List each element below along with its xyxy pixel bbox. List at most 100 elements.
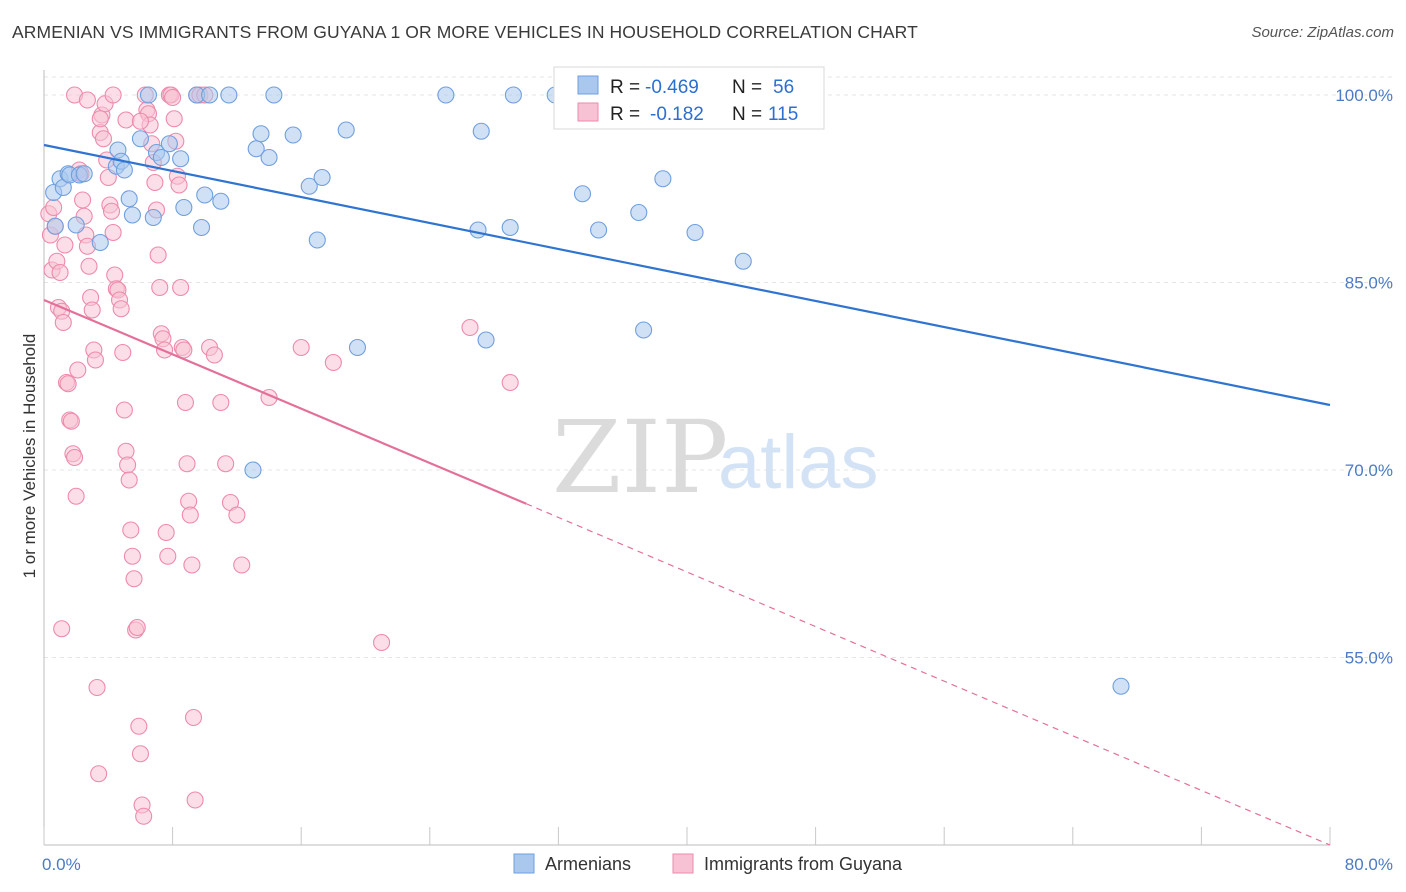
guyana-point-12 bbox=[59, 375, 77, 393]
guyana-point-86 bbox=[178, 455, 196, 473]
stats-r-value-blue: -0.469 bbox=[645, 77, 699, 98]
armenians-point-36 bbox=[300, 177, 318, 195]
guyana-point-47 bbox=[115, 401, 133, 419]
series-guyana-points bbox=[40, 86, 519, 825]
guyana-point-104 bbox=[324, 353, 342, 372]
guyana-point-50 bbox=[120, 471, 138, 489]
armenians-point-44 bbox=[477, 331, 495, 349]
armenians-point-27 bbox=[201, 86, 219, 104]
stats-r-value-pink: -0.182 bbox=[650, 104, 704, 125]
guyana-point-14 bbox=[62, 412, 80, 430]
guyana-point-9 bbox=[54, 313, 72, 332]
y-axis-tick-labels: 55.0% 70.0% 85.0% 100.0% bbox=[1335, 86, 1393, 668]
armenians-point-42 bbox=[469, 221, 487, 239]
guyana-point-106 bbox=[461, 318, 479, 337]
guyana-point-45 bbox=[112, 300, 130, 318]
guyana-point-89 bbox=[183, 556, 201, 574]
armenians-point-53 bbox=[686, 223, 704, 242]
armenians-point-25 bbox=[192, 218, 211, 237]
armenians-point-8 bbox=[75, 165, 93, 183]
guyana-point-77 bbox=[164, 88, 182, 107]
armenians-point-14 bbox=[120, 190, 138, 208]
armenians-point-50 bbox=[630, 203, 648, 222]
guyana-point-81 bbox=[170, 176, 188, 194]
guyana-point-46 bbox=[114, 343, 132, 362]
guyana-point-51 bbox=[122, 521, 140, 539]
guyana-point-69 bbox=[151, 278, 169, 297]
guyana-point-111 bbox=[104, 86, 122, 104]
guyana-point-29 bbox=[86, 351, 104, 369]
guyana-point-56 bbox=[130, 717, 148, 735]
armenians-point-37 bbox=[308, 231, 326, 249]
x-tick-label-max: 80.0% bbox=[1345, 855, 1393, 874]
armenians-point-43 bbox=[472, 122, 490, 140]
guyana-point-55 bbox=[128, 618, 146, 637]
guyana-point-57 bbox=[131, 745, 149, 763]
guyana-point-40 bbox=[104, 223, 122, 242]
trend-line-armenians bbox=[43, 143, 1331, 407]
guyana-point-39 bbox=[102, 202, 121, 220]
armenians-point-35 bbox=[284, 126, 302, 144]
guyana-point-53 bbox=[125, 570, 143, 588]
guyana-point-112 bbox=[117, 111, 135, 129]
guyana-point-49 bbox=[119, 456, 137, 474]
armenians-point-51 bbox=[635, 321, 653, 339]
guyana-point-110 bbox=[91, 110, 109, 128]
guyana-point-101 bbox=[233, 556, 251, 574]
guyana-point-103 bbox=[292, 338, 310, 357]
x-axis-ticks bbox=[43, 827, 1331, 845]
guyana-point-10 bbox=[56, 236, 74, 254]
guyana-point-97 bbox=[212, 393, 230, 412]
watermark-atlas: atlas bbox=[718, 420, 879, 505]
guyana-point-25 bbox=[80, 257, 98, 275]
guyana-point-73 bbox=[157, 523, 175, 542]
armenians-point-30 bbox=[244, 461, 262, 479]
armenians-point-18 bbox=[144, 208, 162, 227]
chart-title: ARMENIAN VS IMMIGRANTS FROM GUYANA 1 OR … bbox=[12, 22, 918, 42]
guyana-point-98 bbox=[217, 455, 235, 473]
guyana-point-59 bbox=[135, 807, 153, 825]
stats-n-value-pink: 115 bbox=[768, 104, 798, 125]
stats-n-value-blue: 56 bbox=[773, 77, 794, 98]
armenians-point-15 bbox=[123, 206, 141, 224]
armenians-point-33 bbox=[260, 148, 278, 167]
legend-swatch-armenians bbox=[513, 853, 535, 874]
guyana-point-3 bbox=[45, 198, 63, 217]
armenians-point-46 bbox=[504, 86, 522, 104]
armenians-point-22 bbox=[172, 150, 190, 168]
armenians-point-55 bbox=[1112, 677, 1130, 695]
stats-legend-box bbox=[553, 66, 825, 130]
stats-r-label-blue: R = bbox=[610, 77, 640, 98]
guyana-point-113 bbox=[131, 112, 149, 130]
guyana-point-34 bbox=[94, 130, 113, 148]
armenians-point-21 bbox=[160, 135, 178, 153]
armenians-point-16 bbox=[131, 130, 149, 148]
guyana-point-66 bbox=[146, 173, 164, 192]
y-tick-label-2: 85.0% bbox=[1345, 274, 1393, 293]
guyana-point-96 bbox=[205, 346, 223, 364]
stats-legend: R = -0.469 N = 56 R = -0.182 N = 115 bbox=[553, 66, 825, 130]
stats-n-label-blue: N = bbox=[732, 77, 762, 98]
watermark: ZIP atlas bbox=[552, 399, 879, 516]
stats-r-label-pink: R = bbox=[610, 104, 640, 125]
armenians-point-40 bbox=[348, 338, 367, 357]
series-legend: Armenians Immigrants from Guyana bbox=[513, 853, 903, 874]
guyana-point-16 bbox=[65, 448, 84, 467]
y-tick-label-3: 100.0% bbox=[1335, 86, 1393, 105]
armenians-point-54 bbox=[734, 252, 752, 270]
guyana-point-90 bbox=[184, 708, 203, 727]
armenians-point-17 bbox=[139, 86, 158, 104]
guyana-point-18 bbox=[69, 361, 87, 379]
stats-legend-swatch-blue bbox=[577, 75, 599, 95]
guyana-point-27 bbox=[83, 301, 101, 319]
armenians-point-20 bbox=[152, 148, 170, 167]
guyana-point-85 bbox=[176, 393, 195, 412]
guyana-point-30 bbox=[88, 678, 106, 697]
legend-label-guyana: Immigrants from Guyana bbox=[704, 854, 903, 874]
armenians-point-45 bbox=[501, 218, 519, 237]
y-tick-label-0: 55.0% bbox=[1345, 649, 1393, 668]
armenians-point-29 bbox=[220, 86, 238, 104]
guyana-point-31 bbox=[90, 765, 108, 783]
guyana-point-21 bbox=[74, 191, 92, 209]
